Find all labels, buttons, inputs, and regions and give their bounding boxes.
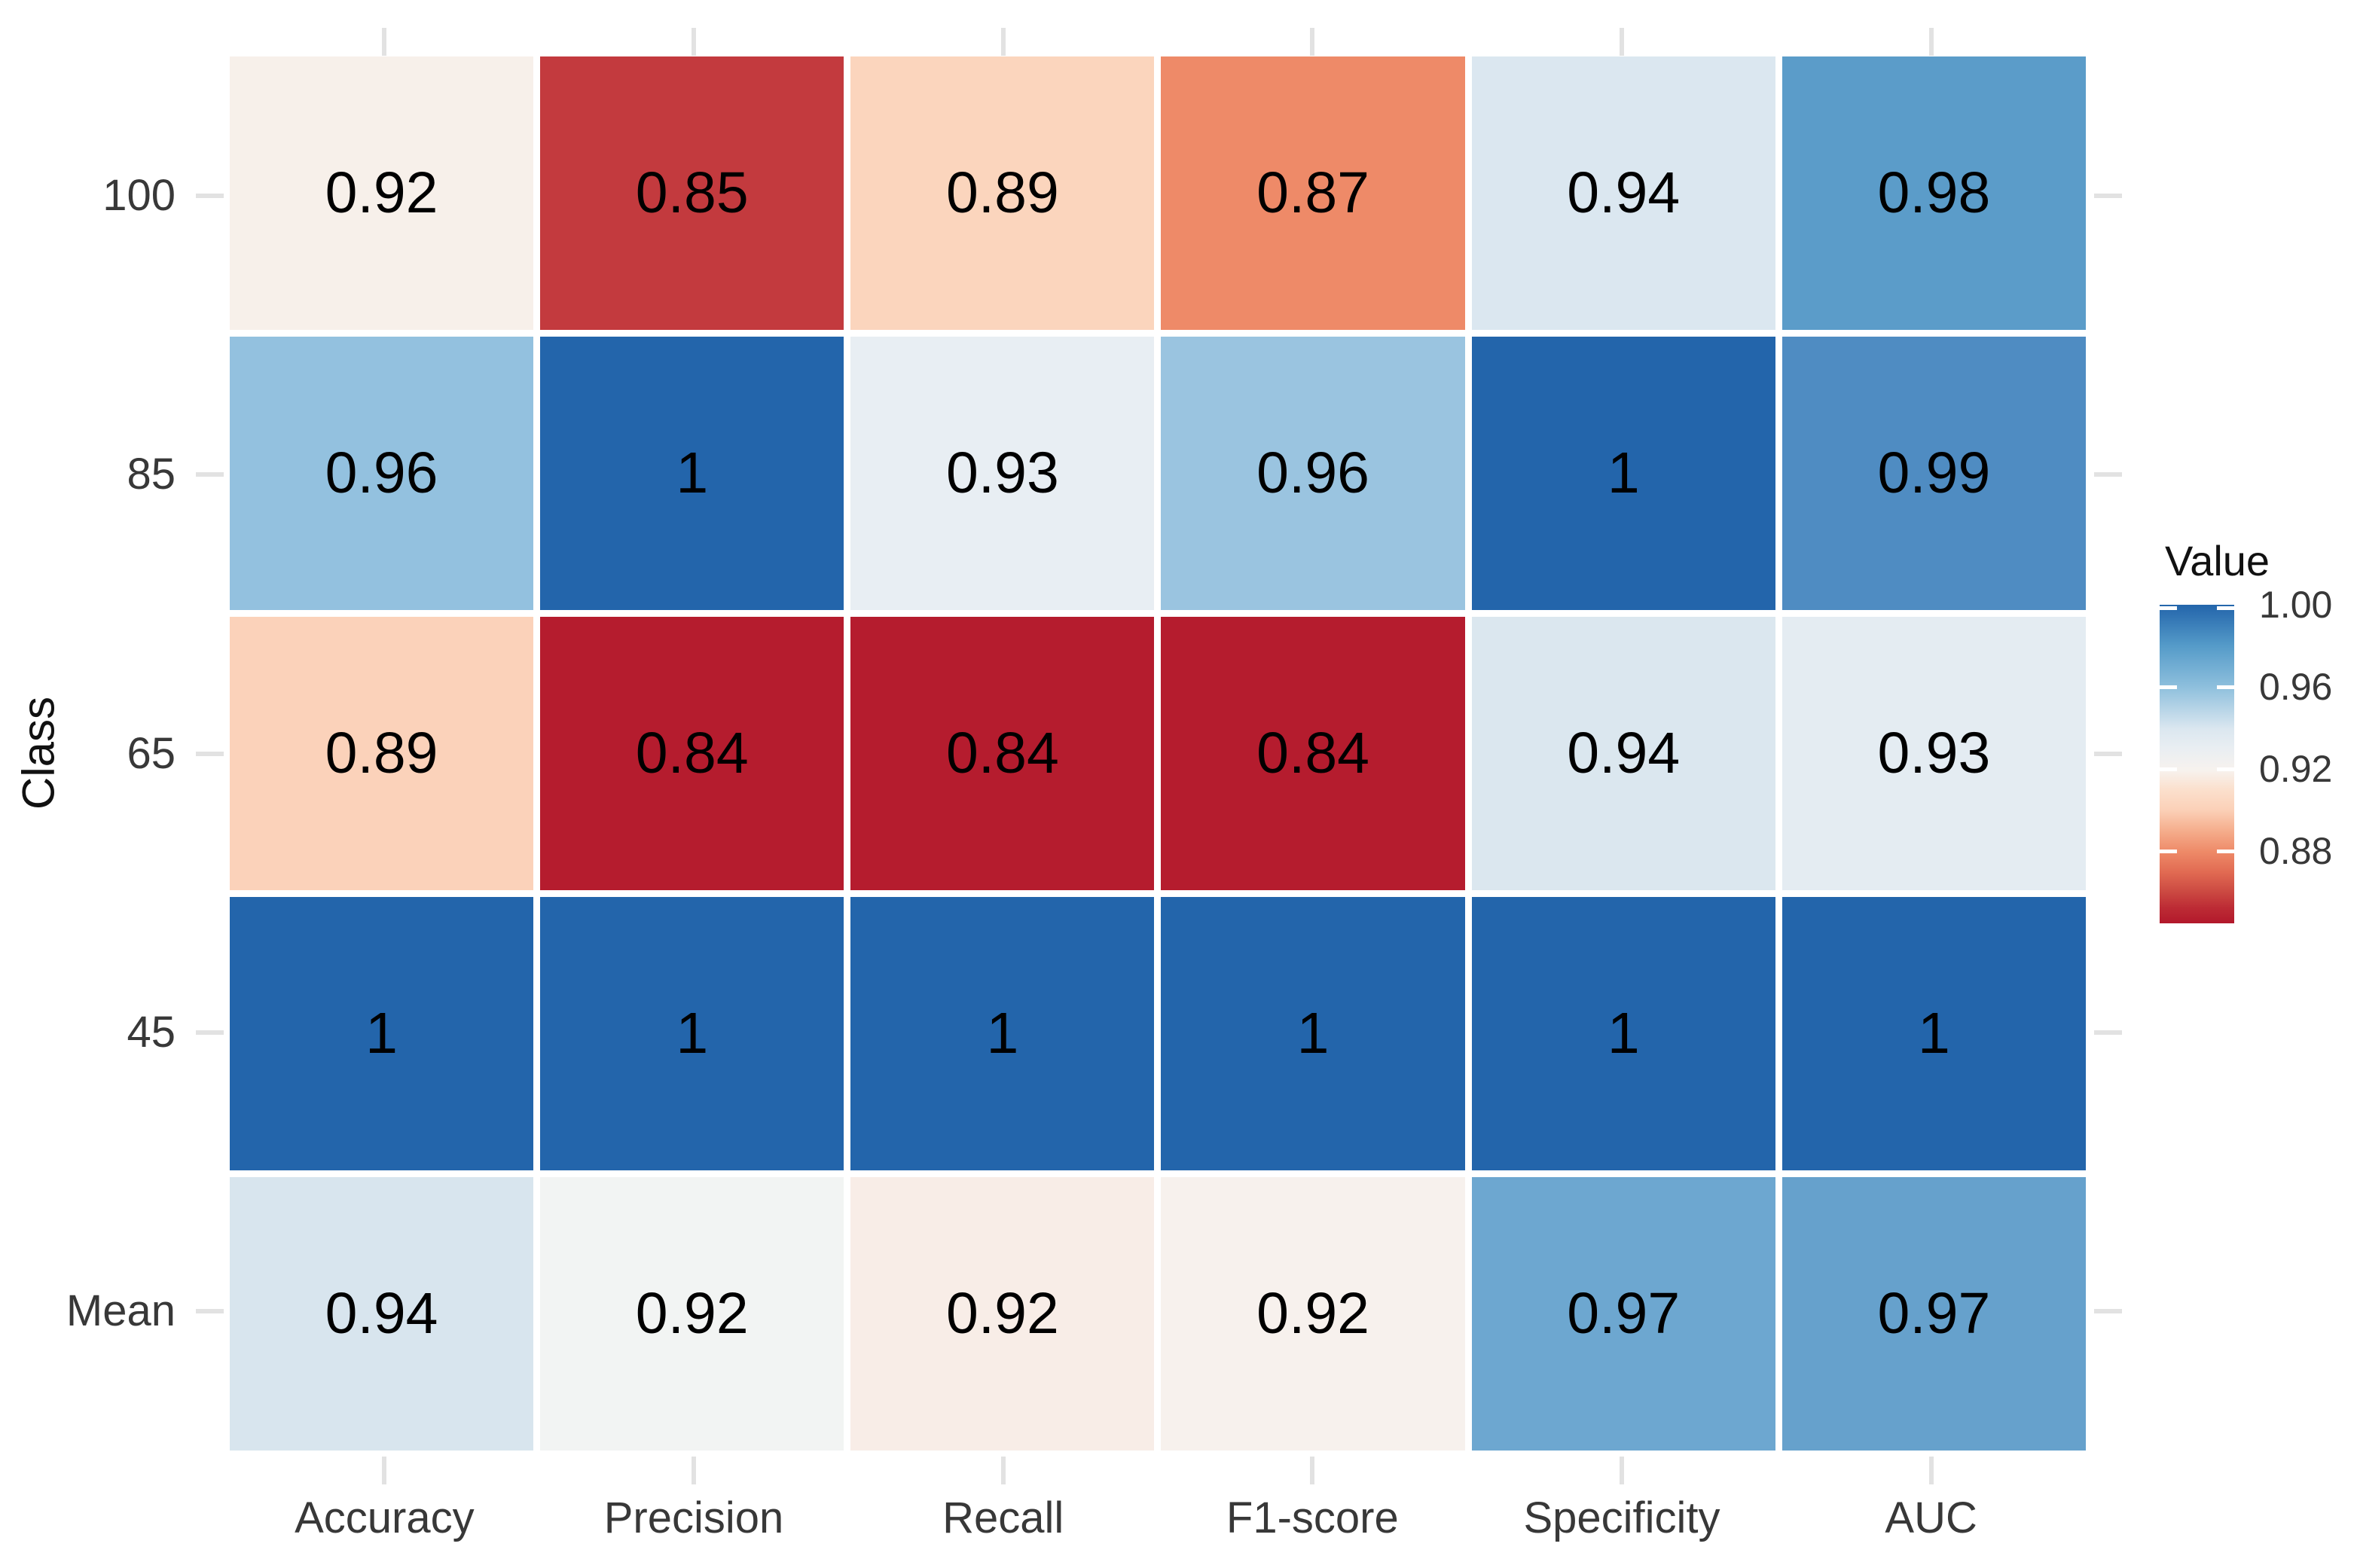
x-axis-tick <box>1310 1457 1315 1484</box>
x-axis-tick <box>1620 1457 1624 1484</box>
x-axis-label-F1-score: F1-score <box>1226 1493 1399 1542</box>
legend-notch <box>2217 767 2234 772</box>
x-axis-label-AUC: AUC <box>1885 1493 1977 1542</box>
heatmap-cell-45-F1-score: 1 <box>1161 897 1465 1170</box>
x-axis-tick-top <box>692 28 696 56</box>
y-axis-tick <box>196 1308 224 1313</box>
heatmap-cell-65-Accuracy: 0.89 <box>230 617 534 890</box>
y-axis-tick <box>196 751 224 756</box>
heatmap-cell-45-Precision: 1 <box>540 897 844 1170</box>
heatmap-cell-45-Recall: 1 <box>850 897 1155 1170</box>
y-axis-tick <box>196 1030 224 1035</box>
heatmap-cell-65-AUC: 0.93 <box>1781 617 2086 890</box>
x-axis-label-Accuracy: Accuracy <box>295 1493 475 1542</box>
y-axis-label-45: 45 <box>127 1007 176 1057</box>
y-axis-tick-right <box>2094 472 2122 477</box>
heatmap-cell-85-Precision: 1 <box>540 337 844 610</box>
heatmap-cell-45-Specificity: 1 <box>1471 897 1775 1170</box>
heatmap-cell-85-AUC: 0.99 <box>1781 337 2086 610</box>
legend-tick-label-0.96: 0.96 <box>2259 666 2333 709</box>
heatmap-cell-85-Recall: 0.93 <box>850 337 1155 610</box>
heatmap-cell-Mean-Precision: 0.92 <box>540 1177 844 1451</box>
y-axis-tick-right <box>2094 751 2122 756</box>
y-axis-tick-right <box>2094 1030 2122 1035</box>
legend-notch <box>2217 850 2234 854</box>
x-axis-tick <box>1928 1457 1934 1484</box>
legend-tick-label-0.92: 0.92 <box>2259 748 2333 791</box>
y-axis-label-Mean: Mean <box>66 1286 176 1335</box>
heatmap-cell-85-Accuracy: 0.96 <box>230 337 534 610</box>
x-axis-label-Precision: Precision <box>603 1493 784 1542</box>
legend-notch <box>2160 685 2177 690</box>
y-axis-label-100: 100 <box>102 171 176 221</box>
heatmap-cell-100-Accuracy: 0.92 <box>230 56 534 330</box>
y-axis-tick-right <box>2094 194 2122 199</box>
y-axis-tick <box>196 194 224 199</box>
y-axis-tick <box>196 472 224 477</box>
heatmap-cell-Mean-Recall: 0.92 <box>850 1177 1155 1451</box>
heatmap-cell-Mean-AUC: 0.97 <box>1781 1177 2086 1451</box>
x-axis-tick <box>692 1457 696 1484</box>
legend: Value 1.00 0.96 0.92 0.88 <box>2139 527 2357 1054</box>
legend-title: Value <box>2165 537 2270 584</box>
legend-notch <box>2160 606 2177 610</box>
heatmap-cell-100-Recall: 0.89 <box>850 56 1155 330</box>
x-axis-tick-top <box>1000 28 1006 56</box>
x-axis-label-Recall: Recall <box>942 1493 1064 1542</box>
x-axis-tick <box>1000 1457 1006 1484</box>
heatmap-cell-100-Specificity: 0.94 <box>1471 56 1775 330</box>
heatmap-cell-65-F1-score: 0.84 <box>1161 617 1465 890</box>
legend-notch <box>2160 767 2177 772</box>
heatmap-cell-65-Specificity: 0.94 <box>1471 617 1775 890</box>
y-axis-label-85: 85 <box>127 450 176 499</box>
heatmap-cell-Mean-Accuracy: 0.94 <box>230 1177 534 1451</box>
heatmap-cell-100-F1-score: 0.87 <box>1161 56 1465 330</box>
heatmap-cell-100-Precision: 0.85 <box>540 56 844 330</box>
heatmap-cell-85-F1-score: 0.96 <box>1161 337 1465 610</box>
legend-notch <box>2217 606 2234 610</box>
x-axis-tick-top <box>1310 28 1315 56</box>
legend-colorbar <box>2160 605 2234 923</box>
legend-notch <box>2217 685 2234 690</box>
heatmap-cell-45-Accuracy: 1 <box>230 897 534 1170</box>
y-axis-label-65: 65 <box>127 728 176 778</box>
x-axis-tick <box>382 1457 387 1484</box>
x-axis-label-Specificity: Specificity <box>1523 1493 1720 1542</box>
heatmap-cell-100-AUC: 0.98 <box>1781 56 2086 330</box>
legend-tick-label-1.00: 1.00 <box>2259 584 2333 626</box>
legend-tick-label-0.88: 0.88 <box>2259 830 2333 873</box>
heatmap-cell-45-AUC: 1 <box>1781 897 2086 1170</box>
heatmap-cell-Mean-Specificity: 0.97 <box>1471 1177 1775 1451</box>
x-axis-tick-top <box>1928 28 1934 56</box>
heatmap-cell-85-Specificity: 1 <box>1471 337 1775 610</box>
y-axis-tick-right <box>2094 1308 2122 1313</box>
heatmap-cell-65-Recall: 0.84 <box>850 617 1155 890</box>
legend-notch <box>2160 850 2177 854</box>
x-axis-tick-top <box>1620 28 1624 56</box>
heatmap-cell-65-Precision: 0.84 <box>540 617 844 890</box>
heatmap-grid: 0.92 0.85 0.89 0.87 0.94 0.98 0.96 1 0.93 0.96 1 0.… <box>230 56 2086 1451</box>
heatmap-cell-Mean-F1-score: 0.92 <box>1161 1177 1465 1451</box>
x-axis-tick-top <box>382 28 387 56</box>
